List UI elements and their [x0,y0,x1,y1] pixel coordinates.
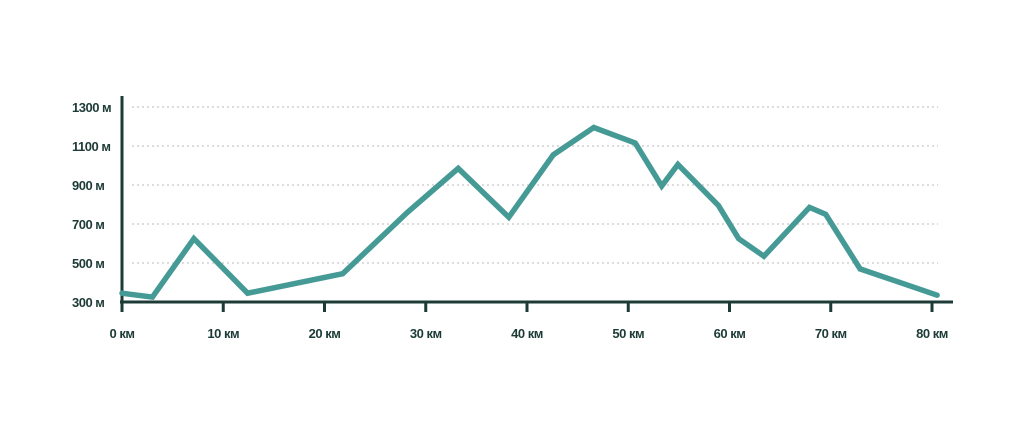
y-tick-labels: 300 м 500 м 700 м 900 м 1100 м 1300 м [72,100,112,310]
x-tick-label: 80 км [916,326,948,341]
x-tick-label: 60 км [714,326,746,341]
x-ticks [120,302,934,312]
y-tick-label: 1300 м [72,100,111,115]
x-tick-label: 20 км [309,326,341,341]
elevation-line [119,124,940,301]
x-tick-label: 0 км [110,326,135,341]
y-tick-label: 1100 м [72,139,110,154]
grid-lines [132,106,938,264]
x-tick-label: 10 км [207,326,239,341]
x-tick-labels: 0 км 10 км 20 км 30 км 40 км 50 км 60 км 70 км 8… [110,326,949,341]
x-tick-label: 40 км [511,326,543,341]
axes [120,96,953,304]
y-tick-label: 700 м [72,217,104,232]
x-tick-label: 70 км [815,326,847,341]
x-tick-label: 30 км [410,326,442,341]
series [119,124,940,301]
x-tick-label: 50 км [612,326,644,341]
y-tick-label: 900 м [72,178,104,193]
y-tick-label: 500 м [72,256,104,271]
y-tick-label: 300 м [72,295,104,310]
